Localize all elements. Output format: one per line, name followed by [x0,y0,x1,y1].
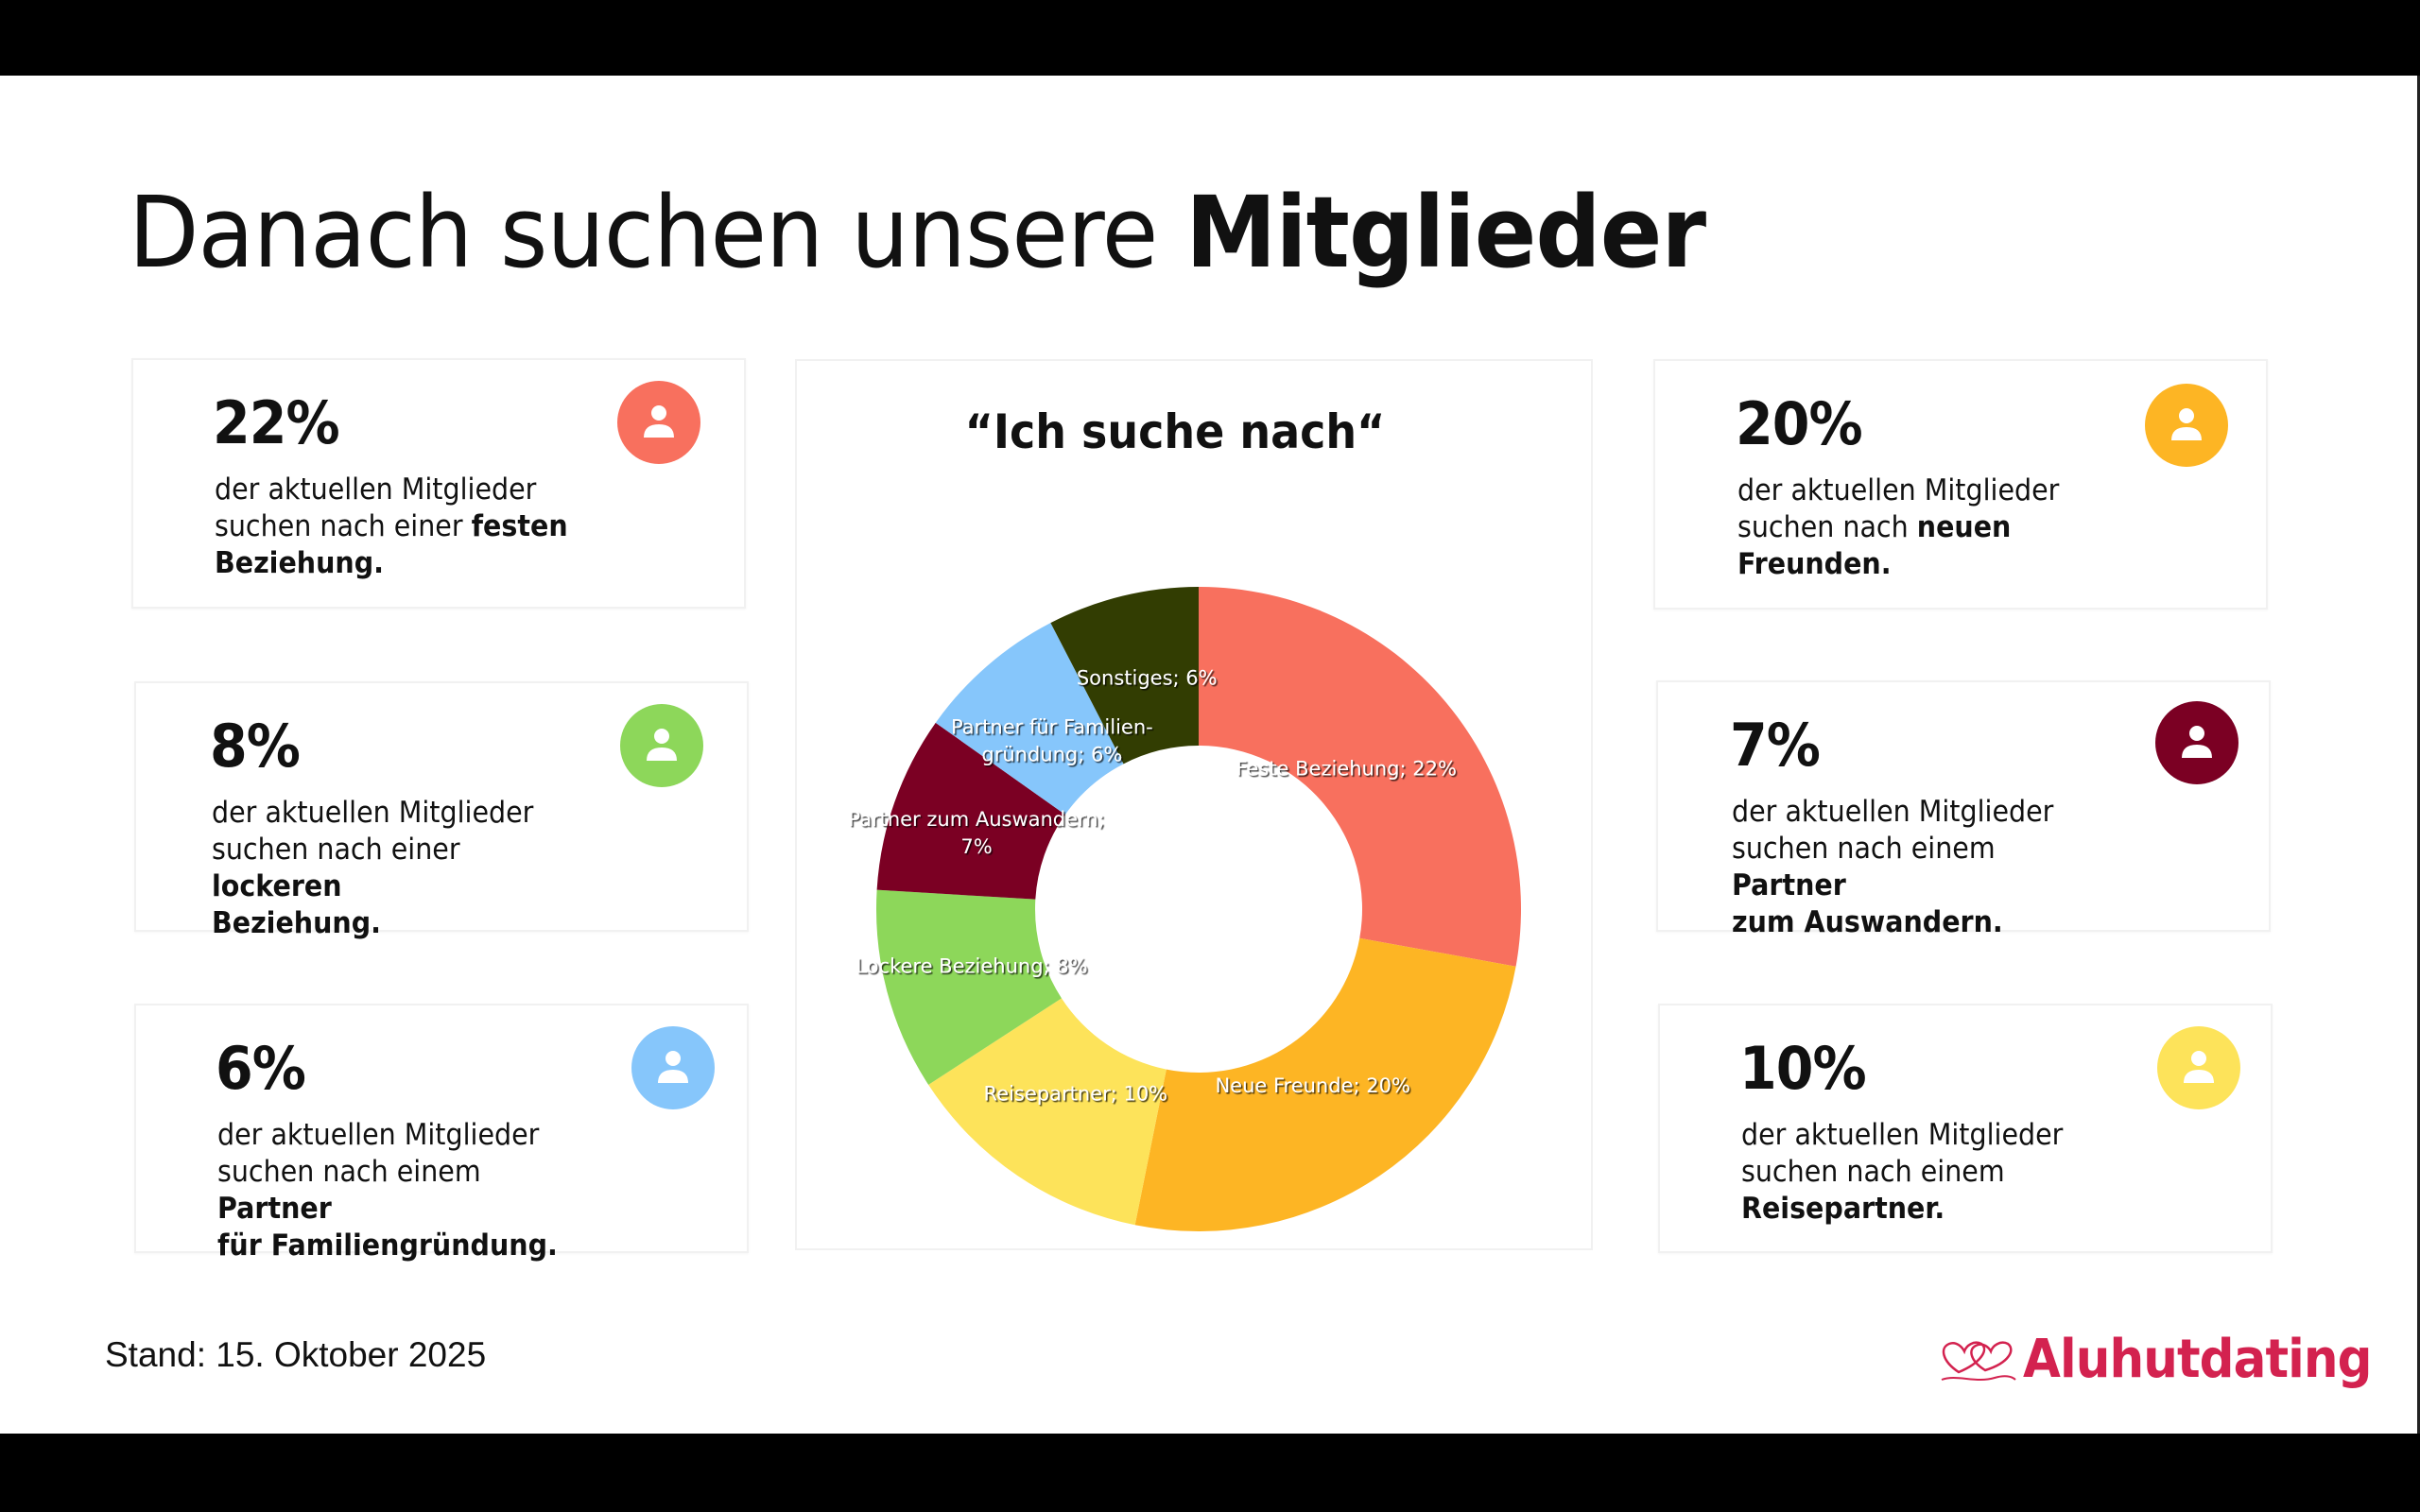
data-label-feste-beziehung: Feste Beziehung; 22% [1236,758,1457,781]
stat-description: der aktuellen Mitglieder suchen nach eine… [212,795,595,942]
data-label-line: Lockere Beziehung; 8% [856,954,1087,977]
slice-neue-freunde [1134,937,1516,1231]
desc-line: der aktuellen Mitglieder [217,1118,540,1152]
brand-name: Aluhutdating [2023,1328,2373,1390]
desc-bold: festen [471,509,568,543]
desc-bold: Partner [217,1192,332,1226]
stat-percent: 10% [1739,1034,1867,1103]
data-label-lockere-beziehung: Lockere Beziehung; 8% [856,954,1087,977]
desc-line: suchen nach einer [212,833,460,867]
slice-partner-zum-auswandern [876,722,1065,900]
slice-reisepartner [928,998,1167,1226]
desc-bold: lockeren [212,869,342,903]
data-label-reisepartner: Reisepartner; 10% [984,1083,1168,1106]
title-bold: Mitglieder [1185,175,1706,290]
slice-sonstiges [1050,587,1199,765]
stat-description: der aktuellen Mitglieder suchen nach eine… [1741,1117,2124,1228]
page-title: Danach suchen unsere Mitglieder [129,175,1706,290]
data-label-sonstiges: Sonstiges; 6% [1077,666,1218,689]
desc-bold: neuen [1916,510,2012,544]
desc-line: suchen nach einem [1741,1155,2005,1189]
desc-bold: zum Auswandern. [1732,905,2003,939]
title-regular: Danach suchen unsere [129,175,1186,290]
data-label-line: Partner für Familien- [951,716,1153,739]
hearts-icon [1941,1341,2016,1381]
desc-line: der aktuellen Mitglieder [1741,1118,2064,1152]
slice-feste-beziehung [1199,587,1521,967]
desc-bold: Beziehung. [215,546,384,580]
user-icon [617,381,700,464]
stat-card-neue-freunde: 20% der aktuellen Mitglieder suchen nach … [1653,359,2268,610]
desc-line: suchen nach einem [217,1155,481,1189]
stat-percent: 6% [216,1034,306,1103]
desc-bold: Partner [1732,868,1846,902]
donut-chart: Feste Beziehung; 22% Neue Freunde; 20% Rei… [848,587,1521,1231]
stat-card-feste-beziehung: 22% der aktuellen Mitglieder suchen nach … [131,358,746,609]
data-label-line: Sonstiges; 6% [1077,666,1218,689]
stat-percent: 8% [210,712,301,781]
footer-date: Stand: 15. Oktober 2025 [105,1335,487,1374]
stat-description: der aktuellen Mitglieder suchen nach eine… [215,472,597,582]
data-label-line: Neue Freunde; 20% [1215,1074,1409,1097]
stat-percent: 22% [213,388,340,457]
stat-description: der aktuellen Mitglieder suchen nach eine… [217,1117,600,1264]
desc-bold: Freunden. [1737,547,1892,581]
data-label-line: 7% [960,835,992,858]
user-icon [620,704,703,787]
desc-line: der aktuellen Mitglieder [1737,473,2060,507]
desc-line: der aktuellen Mitglieder [215,472,537,507]
stat-description: der aktuellen Mitglieder suchen nach neue… [1737,472,2120,583]
desc-line: der aktuellen Mitglieder [212,796,534,830]
desc-bold: Beziehung. [212,906,381,940]
slice-partner-fuer-familiengruendung [935,623,1124,815]
data-label-neue-freunde: Neue Freunde; 20% [1215,1074,1409,1097]
data-label-line: Partner zum Auswandern; [848,808,1104,831]
data-label-partner-fuer-familiengruendung: Partner für Familien-gründung; 6% [951,716,1153,766]
desc-line: suchen nach [1737,510,1917,544]
desc-bold: Reisepartner. [1741,1192,1945,1226]
user-icon [631,1026,715,1109]
stat-description: der aktuellen Mitglieder suchen nach eine… [1732,794,2115,941]
slide: Danach suchen unsere Mitglieder 22% der … [0,76,2420,1434]
data-label-partner-zum-auswandern: Partner zum Auswandern; 7% [848,808,1104,858]
data-label-line: Reisepartner; 10% [984,1083,1168,1106]
user-icon [2155,701,2238,784]
chart-card: “Ich suche nach“ Feste Beziehung; 22% Neu… [795,359,1593,1250]
stat-card-lockere-beziehung: 8% der aktuellen Mitglieder suchen nach e… [134,681,749,940]
chart-title: “Ich suche nach“ [964,404,1386,459]
slice-lockere-beziehung [876,889,1062,1085]
stat-card-reisepartner: 10% der aktuellen Mitglieder suchen nach … [1658,1004,2273,1253]
stat-percent: 7% [1730,711,1821,780]
desc-bold: für Familiengründung. [217,1228,558,1263]
data-label-line: gründung; 6% [981,744,1122,766]
desc-line: der aktuellen Mitglieder [1732,795,2054,829]
stat-card-auswandern: 7% der aktuellen Mitglieder suchen nach e… [1656,680,2271,939]
user-icon [2145,384,2228,467]
user-icon [2157,1026,2240,1109]
stat-card-familiengruendung: 6% der aktuellen Mitglieder suchen nach e… [134,1004,749,1263]
desc-line: suchen nach einem [1732,832,1996,866]
brand-logo: Aluhutdating [1938,1321,2402,1397]
data-label-line: Feste Beziehung; 22% [1236,758,1457,781]
stat-percent: 20% [1736,389,1863,458]
desc-line: suchen nach einer [215,509,472,543]
